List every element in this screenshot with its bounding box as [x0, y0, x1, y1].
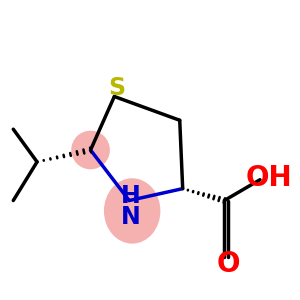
Text: S: S: [109, 76, 126, 100]
Text: O: O: [217, 250, 241, 278]
Ellipse shape: [104, 178, 160, 244]
Text: H
N: H N: [121, 184, 141, 229]
Text: OH: OH: [246, 164, 292, 192]
Ellipse shape: [71, 131, 110, 169]
